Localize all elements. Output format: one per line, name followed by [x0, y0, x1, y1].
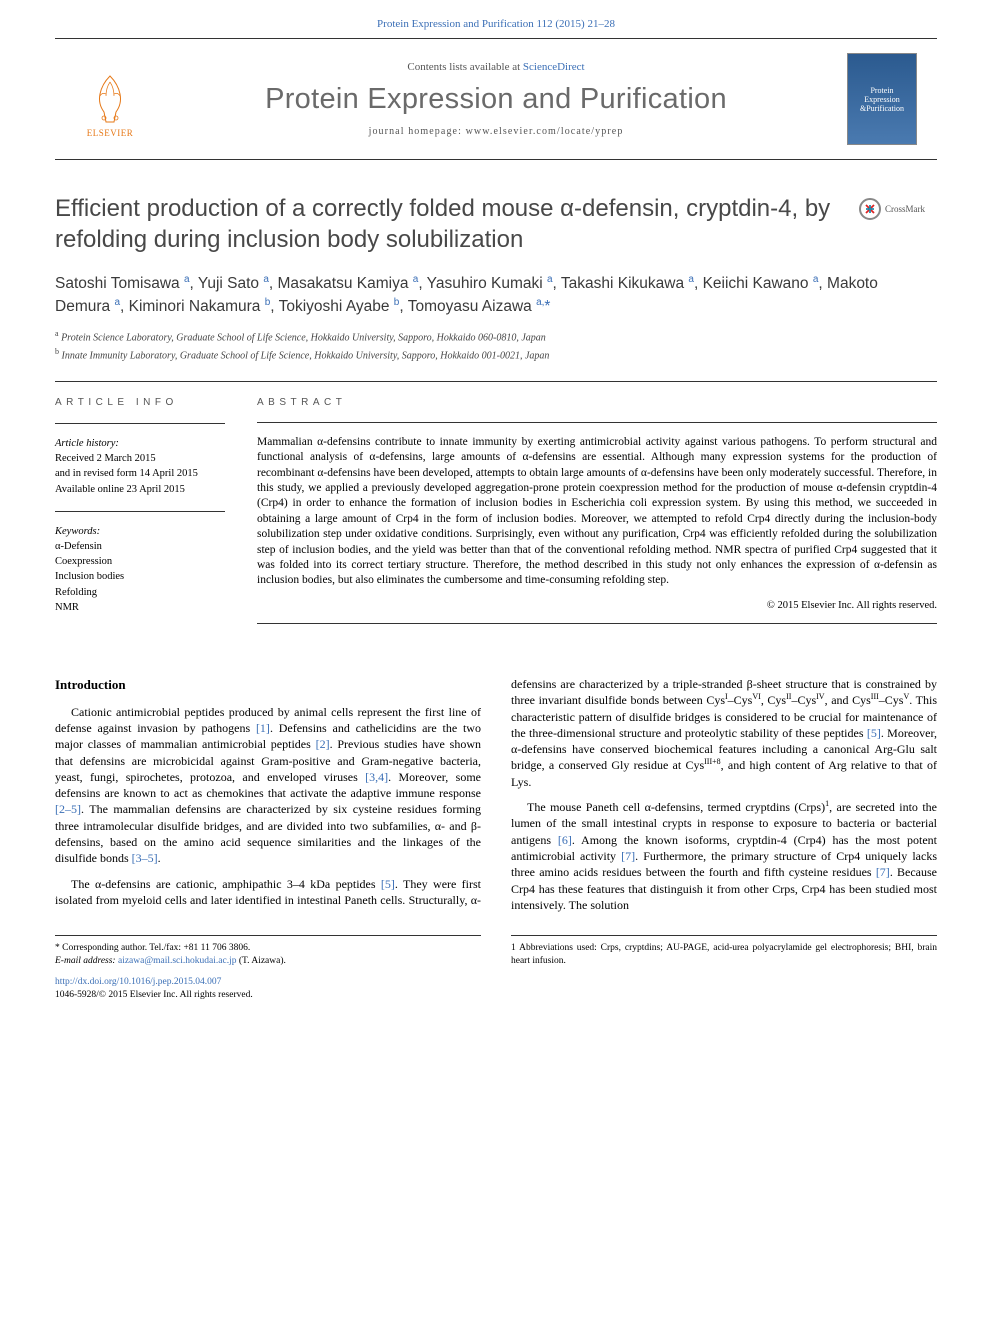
- cover-line: &Purification: [860, 104, 904, 113]
- homepage-url[interactable]: www.elsevier.com/locate/yprep: [466, 126, 624, 137]
- affiliation-b: b Innate Immunity Laboratory, Graduate S…: [55, 346, 937, 364]
- article-history: Article history: Received 2 March 2015 a…: [55, 436, 225, 497]
- contents-line: Contents lists available at ScienceDirec…: [157, 61, 835, 73]
- article-title: Efficient production of a correctly fold…: [55, 194, 847, 255]
- keywords-block: Keywords: α-Defensin Coexpression Inclus…: [55, 524, 225, 615]
- keyword: NMR: [55, 600, 225, 615]
- abstract: ABSTRACT Mammalian α-defensins contribut…: [243, 382, 937, 650]
- footnote-left: * Corresponding author. Tel./fax: +81 11…: [55, 935, 481, 968]
- contents-prefix: Contents lists available at: [407, 61, 522, 73]
- info-rule: [55, 511, 225, 512]
- issn-copyright: 1046-5928/© 2015 Elsevier Inc. All right…: [55, 989, 937, 1002]
- info-rule: [55, 423, 225, 424]
- info-abstract-row: ARTICLE INFO Article history: Received 2…: [55, 381, 937, 650]
- homepage-prefix: journal homepage:: [369, 126, 466, 137]
- affiliation-a: a Protein Science Laboratory, Graduate S…: [55, 328, 937, 346]
- keyword: Refolding: [55, 585, 225, 600]
- footnotes: * Corresponding author. Tel./fax: +81 11…: [55, 935, 937, 968]
- abstract-heading: ABSTRACT: [257, 396, 937, 409]
- article-info-heading: ARTICLE INFO: [55, 396, 225, 411]
- abstract-text: Mammalian α-defensins contribute to inna…: [257, 435, 937, 589]
- email-suffix: (T. Aizawa).: [236, 956, 285, 966]
- intro-paragraph: The mouse Paneth cell α-defensins, terme…: [511, 799, 937, 913]
- history-label: Article history:: [55, 436, 225, 451]
- abbreviations: 1 Abbreviations used: Crps, cryptdins; A…: [511, 942, 937, 968]
- corresponding-author: * Corresponding author. Tel./fax: +81 11…: [55, 942, 481, 955]
- article-info: ARTICLE INFO Article history: Received 2…: [55, 382, 243, 650]
- banner-center: Contents lists available at ScienceDirec…: [145, 61, 847, 137]
- email-line: E-mail address: aizawa@mail.sci.hokudai.…: [55, 955, 481, 968]
- intro-heading: Introduction: [55, 676, 481, 694]
- crossmark-badge[interactable]: CrossMark: [859, 198, 937, 220]
- journal-banner: ELSEVIER Contents lists available at Sci…: [55, 38, 937, 160]
- abstract-rule-bottom: [257, 623, 937, 624]
- crossmark-icon: [859, 198, 881, 220]
- publisher-name: ELSEVIER: [87, 128, 134, 138]
- journal-name: Protein Expression and Purification: [157, 83, 835, 116]
- citation-link[interactable]: Protein Expression and Purification 112 …: [377, 18, 615, 30]
- abstract-copyright: © 2015 Elsevier Inc. All rights reserved…: [257, 599, 937, 613]
- sciencedirect-link[interactable]: ScienceDirect: [523, 61, 585, 73]
- keyword: Inclusion bodies: [55, 569, 225, 584]
- crossmark-label: CrossMark: [885, 204, 925, 214]
- email-link[interactable]: aizawa@mail.sci.hokudai.ac.jp: [118, 956, 236, 966]
- cover-line: Protein: [870, 86, 893, 95]
- abstract-rule: [257, 422, 937, 423]
- author-list: Satoshi Tomisawa a, Yuji Sato a, Masakat…: [55, 273, 937, 317]
- journal-cover-thumb[interactable]: Protein Expression &Purification: [847, 53, 917, 145]
- cover-line: Expression: [864, 95, 900, 104]
- article-head: Efficient production of a correctly fold…: [55, 194, 937, 255]
- running-header: Protein Expression and Purification 112 …: [0, 0, 992, 38]
- intro-paragraph: Cationic antimicrobial peptides produced…: [55, 704, 481, 867]
- keywords-label: Keywords:: [55, 524, 225, 539]
- publisher-logo[interactable]: ELSEVIER: [75, 60, 145, 138]
- body-columns: Introduction Cationic antimicrobial pept…: [55, 676, 937, 915]
- history-line: Received 2 March 2015: [55, 451, 225, 466]
- email-label: E-mail address:: [55, 956, 118, 966]
- doi-link[interactable]: http://dx.doi.org/10.1016/j.pep.2015.04.…: [55, 977, 221, 987]
- keyword: Coexpression: [55, 554, 225, 569]
- keyword: α-Defensin: [55, 539, 225, 554]
- footnote-right: 1 Abbreviations used: Crps, cryptdins; A…: [511, 935, 937, 968]
- history-line: and in revised form 14 April 2015: [55, 466, 225, 481]
- affiliations: a Protein Science Laboratory, Graduate S…: [55, 328, 937, 364]
- homepage-line: journal homepage: www.elsevier.com/locat…: [157, 126, 835, 137]
- history-line: Available online 23 April 2015: [55, 482, 225, 497]
- bottom-meta: http://dx.doi.org/10.1016/j.pep.2015.04.…: [55, 976, 937, 1002]
- elsevier-tree-icon: [86, 72, 134, 126]
